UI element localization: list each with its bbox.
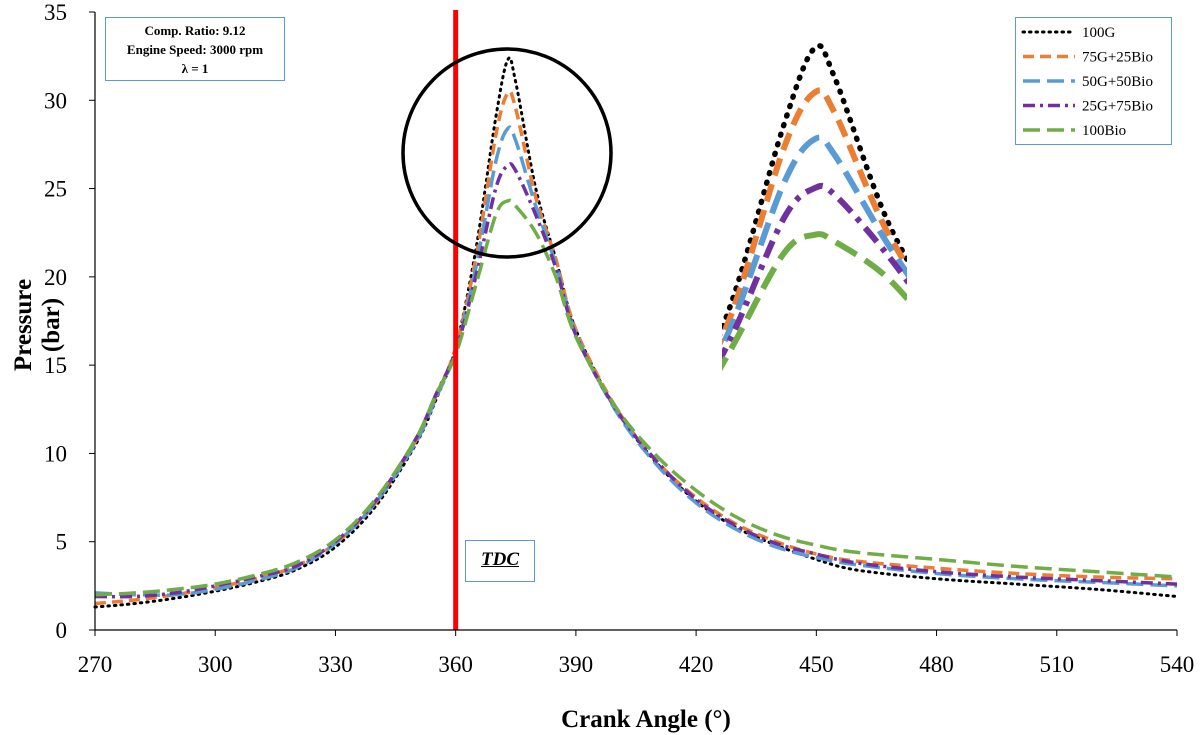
zoom-series-line-100Bio [722,231,907,372]
legend: 100G 75G+25Bio 50G+50Bio 25G+75Bio 100Bio [1015,17,1172,145]
x-tick-label: 540 [1160,652,1195,677]
y-tick-label: 35 [44,0,67,25]
axis-ticks: 270 300 330 360 390 420 450 480 510 5400510152025… [44,0,1194,733]
x-tick-label: 420 [679,652,714,677]
condition-lambda: λ = 1 [181,61,209,76]
condition-engine-speed: Engine Speed: 3000 rpm [126,42,264,57]
series-line-75G+25Bio [94,89,1178,606]
x-tick-label: 390 [559,652,594,677]
x-tick-label: 480 [919,652,954,677]
zoom-series-line-100G [722,43,907,337]
legend-label: 100Bio [1082,123,1126,139]
x-tick-label: 510 [1040,652,1075,677]
series-line-25G+75Bio [94,162,1178,599]
zoom-series-line-50G+50Bio [722,134,907,355]
y-tick-label: 10 [44,441,67,466]
x-tick-label: 270 [78,652,113,677]
series-line-50G+50Bio [94,125,1178,597]
legend-label: 100G [1082,25,1116,41]
y-tick-label: 20 [44,265,67,290]
x-tick-label: 330 [318,652,353,677]
legend-label: 50G+50Bio [1082,74,1153,90]
y-tick-label: 15 [44,353,67,378]
legend-entries: 100G 75G+25Bio 50G+50Bio 25G+75Bio 100Bio [1021,25,1153,139]
x-tick-label: 360 [438,652,473,677]
y-tick-label: 0 [56,618,68,643]
condition-compression-ratio: Comp. Ratio: 9.12 [144,23,246,38]
plot-area [93,10,1179,630]
zoom-inset [722,43,907,372]
y-tick-label: 5 [56,530,68,555]
tdc-label: TDC [465,540,535,582]
x-tick-label: 300 [198,652,233,677]
x-tick-label: 450 [799,652,834,677]
legend-label: 75G+25Bio [1082,50,1153,66]
conditions-box: Comp. Ratio: 9.12 Engine Speed: 3000 rpm… [105,17,285,81]
x-axis-title: Crank Angle (°) [561,706,731,733]
y-axis-title: Pressure (bar) [10,278,65,372]
y-tick-label: 25 [44,177,67,202]
zoom-series-line-75G+25Bio [722,87,907,346]
y-tick-label: 30 [44,88,67,113]
zoom-series-line-25G+75Bio [722,182,907,363]
series-line-100Bio [94,198,1178,597]
legend-label: 25G+75Bio [1082,99,1153,115]
peak-highlight-circle [401,47,613,259]
